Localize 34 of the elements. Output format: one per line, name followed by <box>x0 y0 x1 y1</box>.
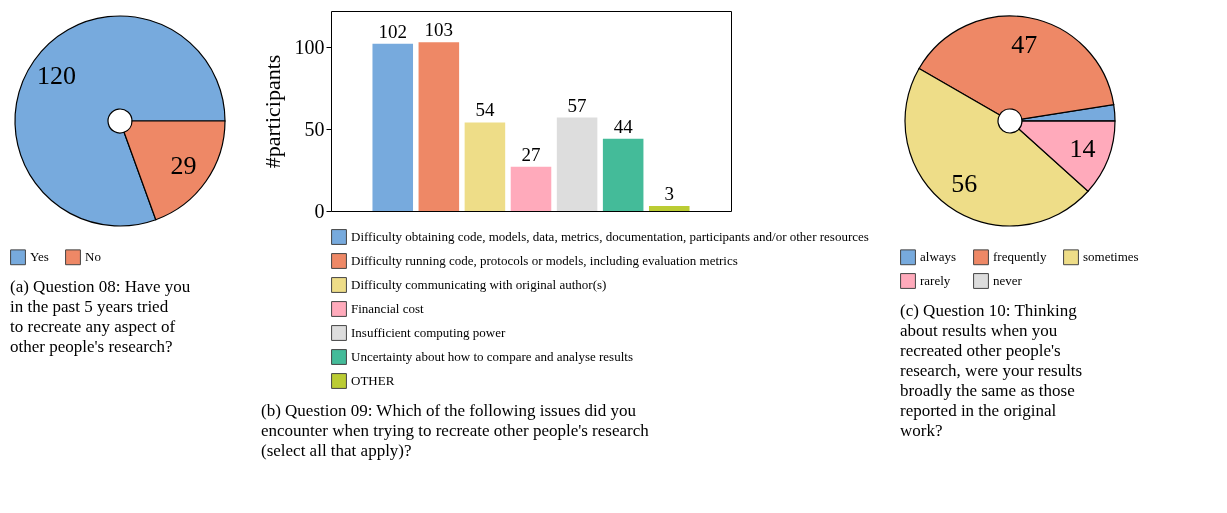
legend-label: sometimes <box>1083 249 1139 265</box>
data-label: 103 <box>424 19 454 41</box>
legend-label: frequently <box>993 249 1047 265</box>
data-label: 27 <box>521 143 541 165</box>
data-label: 102 <box>378 20 407 42</box>
y-tick-label: 100 <box>294 35 325 58</box>
y-tick-label: 50 <box>304 117 325 140</box>
text: (a) Question 08: Have you in the past 5 years tried to recreate any aspect of other people's research? <box>10 277 191 356</box>
y-tick-label: 0 <box>314 199 325 222</box>
pie-slice <box>14 15 226 227</box>
legend-label: Difficulty running code, protocols or models, including evaluation metrics <box>351 253 738 268</box>
data-label: 54 <box>475 99 495 121</box>
data-label: 120 <box>36 61 76 91</box>
data-label: 3 <box>664 183 674 205</box>
legend-label: never <box>993 273 1023 288</box>
data-label: 14 <box>1069 133 1096 163</box>
data-label: 57 <box>567 94 587 116</box>
data-label: 44 <box>613 115 634 137</box>
legend-label: rarely <box>920 273 951 288</box>
text: (c) Question 10: Thinking about results when you recreated other people's research, were your results broadly the same as those reported in the original work? <box>900 301 1083 440</box>
legend-label: No <box>85 249 101 265</box>
text: (b) Question 09: Which of the following issues did you encounter when trying to recreate other people's research (select all that apply)? <box>261 401 650 460</box>
data-label: 29 <box>170 150 197 180</box>
data-label: 47 <box>1011 29 1038 59</box>
y-axis-title: #participants <box>259 54 285 169</box>
legend-label: always <box>920 249 957 265</box>
legend-label: OTHER <box>351 373 395 388</box>
legend-label: Financial cost <box>351 301 424 316</box>
legend-label: Difficulty communicating with original author(s) <box>351 277 607 292</box>
legend-label: Insufficient computing power <box>351 325 506 340</box>
legend-label: Uncertainty about how to compare and analyse results <box>351 349 633 364</box>
data-label: 56 <box>951 168 978 198</box>
legend-label: Yes <box>30 249 49 265</box>
legend-label: Difficulty obtaining code, models, data, metrics, documentation, participants and/or other resources <box>351 229 869 244</box>
